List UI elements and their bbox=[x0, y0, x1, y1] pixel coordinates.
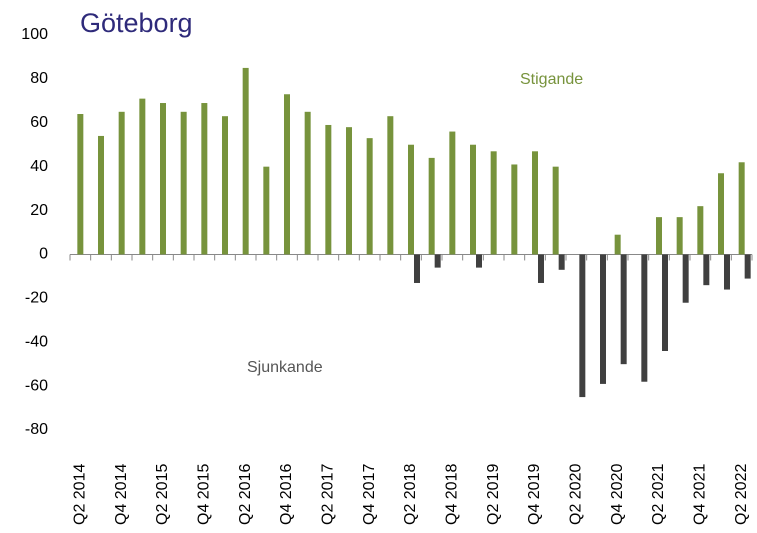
bar bbox=[538, 254, 544, 283]
series-label: Stigande bbox=[520, 71, 583, 88]
bar bbox=[304, 111, 311, 255]
x-tick-label: Q2 2014 bbox=[72, 464, 89, 525]
bar bbox=[641, 254, 648, 382]
y-tick-label: 100 bbox=[21, 26, 48, 43]
bar bbox=[614, 234, 621, 255]
x-tick-label: Q4 2020 bbox=[609, 464, 626, 525]
x-tick-label: Q2 2016 bbox=[237, 464, 254, 525]
bar bbox=[470, 144, 476, 255]
bar bbox=[449, 131, 456, 255]
bar bbox=[160, 103, 166, 255]
bar bbox=[263, 166, 270, 255]
bar bbox=[620, 254, 627, 365]
bar bbox=[428, 157, 435, 255]
x-tick-label: Q2 2022 bbox=[733, 464, 750, 525]
bar bbox=[434, 254, 441, 268]
x-tick-label: Q4 2016 bbox=[278, 464, 295, 525]
bar bbox=[656, 217, 662, 255]
chart-title: Göteborg bbox=[80, 8, 193, 38]
y-tick-label: -20 bbox=[25, 290, 48, 307]
bar bbox=[744, 254, 751, 279]
bar bbox=[558, 254, 565, 270]
bar bbox=[738, 162, 745, 255]
bar bbox=[201, 103, 208, 255]
bar bbox=[366, 138, 373, 255]
x-tick-label: Q2 2017 bbox=[320, 464, 337, 525]
bar bbox=[579, 254, 586, 398]
bar bbox=[703, 254, 710, 286]
bar bbox=[490, 151, 497, 255]
bar bbox=[242, 67, 249, 255]
y-tick-label: -80 bbox=[25, 421, 48, 438]
series-label: Sjunkande bbox=[247, 359, 323, 376]
bar bbox=[98, 135, 104, 255]
y-tick-label: 80 bbox=[30, 70, 48, 87]
bar bbox=[662, 254, 668, 351]
bar bbox=[718, 173, 724, 255]
y-tick-label: 40 bbox=[30, 158, 48, 175]
bar bbox=[325, 124, 332, 255]
bar bbox=[118, 111, 125, 255]
bar bbox=[532, 151, 538, 255]
bar bbox=[284, 94, 290, 255]
bar bbox=[139, 98, 146, 255]
x-tick-label: Q2 2021 bbox=[650, 464, 667, 525]
bar bbox=[387, 116, 394, 255]
x-tick-label: Q4 2019 bbox=[526, 464, 543, 525]
bar bbox=[346, 127, 352, 255]
x-tick-label: Q2 2020 bbox=[568, 464, 585, 525]
bar bbox=[697, 206, 704, 255]
bar bbox=[600, 254, 606, 384]
bar bbox=[408, 144, 414, 255]
bar bbox=[180, 111, 187, 255]
bar bbox=[77, 114, 84, 255]
bar bbox=[724, 254, 730, 290]
bar bbox=[511, 164, 518, 255]
y-tick-label: 20 bbox=[30, 202, 48, 219]
bar bbox=[552, 166, 559, 255]
x-tick-label: Q2 2018 bbox=[402, 464, 419, 525]
bar bbox=[476, 254, 482, 268]
x-tick-label: Q4 2018 bbox=[444, 464, 461, 525]
y-tick-label: -40 bbox=[25, 333, 48, 350]
y-tick-label: 0 bbox=[39, 246, 48, 263]
x-tick-label: Q4 2017 bbox=[361, 464, 378, 525]
x-tick-label: Q4 2014 bbox=[113, 464, 130, 525]
y-tick-label: -60 bbox=[25, 377, 48, 394]
bar bbox=[682, 254, 689, 303]
x-tick-label: Q4 2021 bbox=[692, 464, 709, 525]
x-tick-label: Q4 2015 bbox=[196, 464, 213, 525]
bar bbox=[414, 254, 420, 283]
x-tick-label: Q2 2019 bbox=[485, 464, 502, 525]
x-tick-label: Q2 2015 bbox=[154, 464, 171, 525]
y-tick-label: 60 bbox=[30, 114, 48, 131]
bar bbox=[676, 217, 683, 255]
bar bbox=[222, 116, 228, 255]
